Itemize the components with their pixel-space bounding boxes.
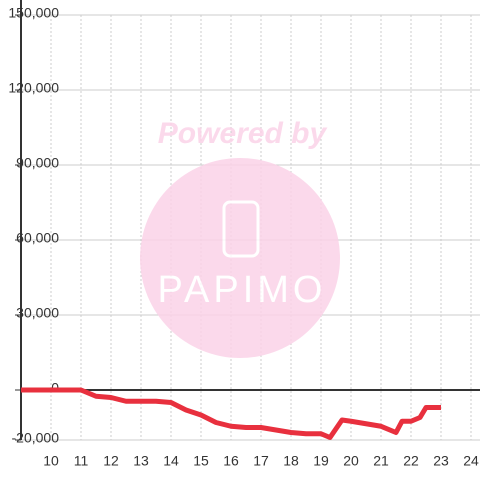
- x-tick-label: 22: [403, 453, 419, 469]
- x-tick-label: 16: [223, 453, 239, 469]
- watermark-logo: PAPIMO: [158, 269, 327, 311]
- watermark-text: Powered by: [158, 117, 328, 150]
- x-tick-label: 14: [163, 453, 179, 469]
- x-tick-label: 23: [433, 453, 449, 469]
- data-line: [21, 387, 441, 440]
- y-tick-label: -20,000: [12, 430, 60, 446]
- x-tick-label: 11: [74, 453, 89, 469]
- y-tick-label: 90,000: [16, 155, 59, 171]
- x-tick-label: 18: [283, 453, 299, 469]
- x-tick-label: 21: [373, 453, 389, 469]
- watermark: Powered by PAPIMO: [140, 117, 340, 358]
- y-tick-label: 30,000: [16, 305, 59, 321]
- x-tick-label: 19: [313, 453, 329, 469]
- x-tick-label: 13: [133, 453, 149, 469]
- y-tick-label: 60,000: [16, 230, 59, 246]
- x-tick-label: 20: [343, 453, 359, 469]
- x-tick-label: 10: [43, 453, 59, 469]
- x-tick-label: 24: [463, 453, 479, 469]
- x-tick-label: 12: [103, 453, 119, 469]
- x-tick-label: 17: [253, 453, 269, 469]
- watermark-circle: [140, 158, 340, 358]
- x-tick-label: 15: [193, 453, 209, 469]
- watermark-phone: [222, 200, 260, 258]
- y-tick-label: 120,000: [8, 80, 59, 96]
- y-tick-label: 150,000: [8, 5, 59, 21]
